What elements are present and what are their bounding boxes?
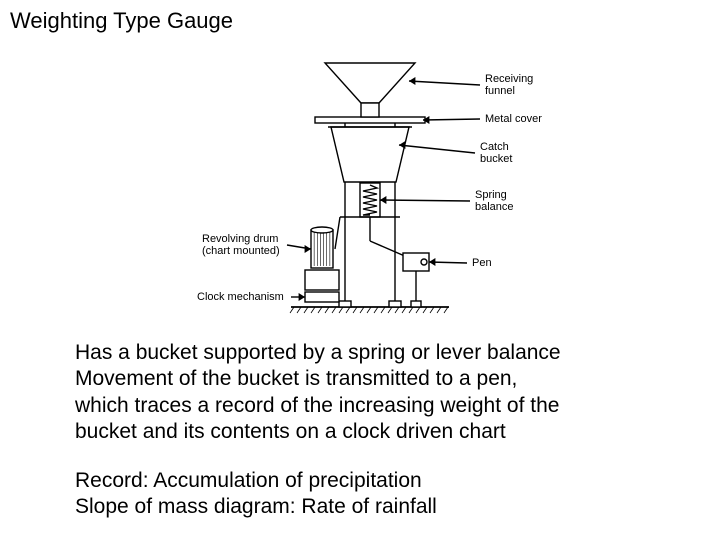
page-title: Weighting Type Gauge — [10, 8, 233, 34]
p1-line2: Movement of the bucket is transmitted to… — [75, 367, 517, 390]
p2-line2: Slope of mass diagram: Rate of rainfall — [75, 495, 437, 518]
p1-line3: which traces a record of the increasing … — [75, 394, 559, 417]
svg-text:(chart mounted): (chart mounted) — [202, 245, 280, 257]
label-pen: Pen — [472, 257, 492, 269]
p1-line4: bucket and its contents on a clock drive… — [75, 420, 506, 443]
p2-line1: Record: Accumulation of precipitation — [75, 469, 422, 492]
description-paragraph-1: Has a bucket supported by a spring or le… — [75, 340, 655, 445]
label-catch-bucket: Catch — [480, 141, 509, 153]
label-spring-balance: Spring — [475, 189, 507, 201]
gauge-diagram: Receivingfunnel Metal cover Catchbucket Spr… — [195, 55, 545, 330]
description-paragraph-2: Record: Accumulation of precipitation Sl… — [75, 468, 655, 521]
label-receiving-funnel: Receiving — [485, 73, 533, 85]
svg-text:balance: balance — [475, 201, 514, 213]
label-clock-mechanism: Clock mechanism — [197, 291, 284, 303]
svg-text:funnel: funnel — [485, 85, 515, 97]
label-revolving-drum: Revolving drum — [202, 233, 278, 245]
svg-text:bucket: bucket — [480, 153, 512, 165]
p1-line1: Has a bucket supported by a spring or le… — [75, 341, 561, 364]
label-metal-cover: Metal cover — [485, 113, 542, 125]
